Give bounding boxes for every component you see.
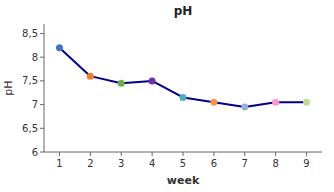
chart-container: 6 6,5 7 7,5 8 8,5 1 2 3 4 5 6 7 8 9 pH week pH — [0, 0, 334, 192]
plot-area — [56, 44, 310, 110]
y-tick — [40, 80, 44, 81]
x-tick — [121, 152, 122, 156]
x-tick-label: 3 — [118, 158, 124, 169]
point — [149, 77, 156, 84]
y-axis-line — [44, 24, 45, 152]
line — [59, 48, 306, 107]
y-tick-label: 8,5 — [22, 28, 38, 39]
x-tick-label: 4 — [149, 158, 155, 169]
x-tick — [275, 152, 276, 156]
x-tick — [152, 152, 153, 156]
y-tick — [40, 104, 44, 105]
point — [272, 99, 279, 106]
point — [118, 80, 125, 87]
x-tick — [183, 152, 184, 156]
x-tick-label: 8 — [272, 158, 278, 169]
point — [303, 99, 310, 106]
chart-svg: 6 6,5 7 7,5 8 8,5 1 2 3 4 5 6 7 8 9 pH week pH — [0, 0, 334, 192]
x-tick — [90, 152, 91, 156]
x-tick — [59, 152, 60, 156]
y-tick-label: 8 — [32, 52, 38, 63]
point — [241, 103, 248, 110]
y-axis-label: pH — [2, 80, 15, 95]
x-axis-label: week — [167, 174, 200, 187]
title: pH — [174, 4, 193, 18]
x-tick-label: 6 — [211, 158, 217, 169]
x-tick-label: 1 — [56, 158, 62, 169]
y-tick — [40, 128, 44, 129]
x-tick-label: 5 — [180, 158, 186, 169]
x-tick — [306, 152, 307, 156]
x-tick — [213, 152, 214, 156]
point — [210, 99, 217, 106]
y-tick-label: 6 — [32, 147, 38, 158]
y-tick-label: 7 — [32, 99, 38, 110]
y-tick-label: 6,5 — [22, 123, 38, 134]
x-tick — [244, 152, 245, 156]
x-tick-label: 2 — [87, 158, 93, 169]
x-tick-label: 9 — [303, 158, 309, 169]
y-tick — [40, 57, 44, 58]
point — [180, 94, 187, 101]
y-tick — [40, 152, 44, 153]
y-tick-label: 7,5 — [22, 75, 38, 86]
point — [87, 73, 94, 80]
point — [56, 44, 63, 51]
y-tick — [40, 33, 44, 34]
x-tick-label: 7 — [242, 158, 248, 169]
